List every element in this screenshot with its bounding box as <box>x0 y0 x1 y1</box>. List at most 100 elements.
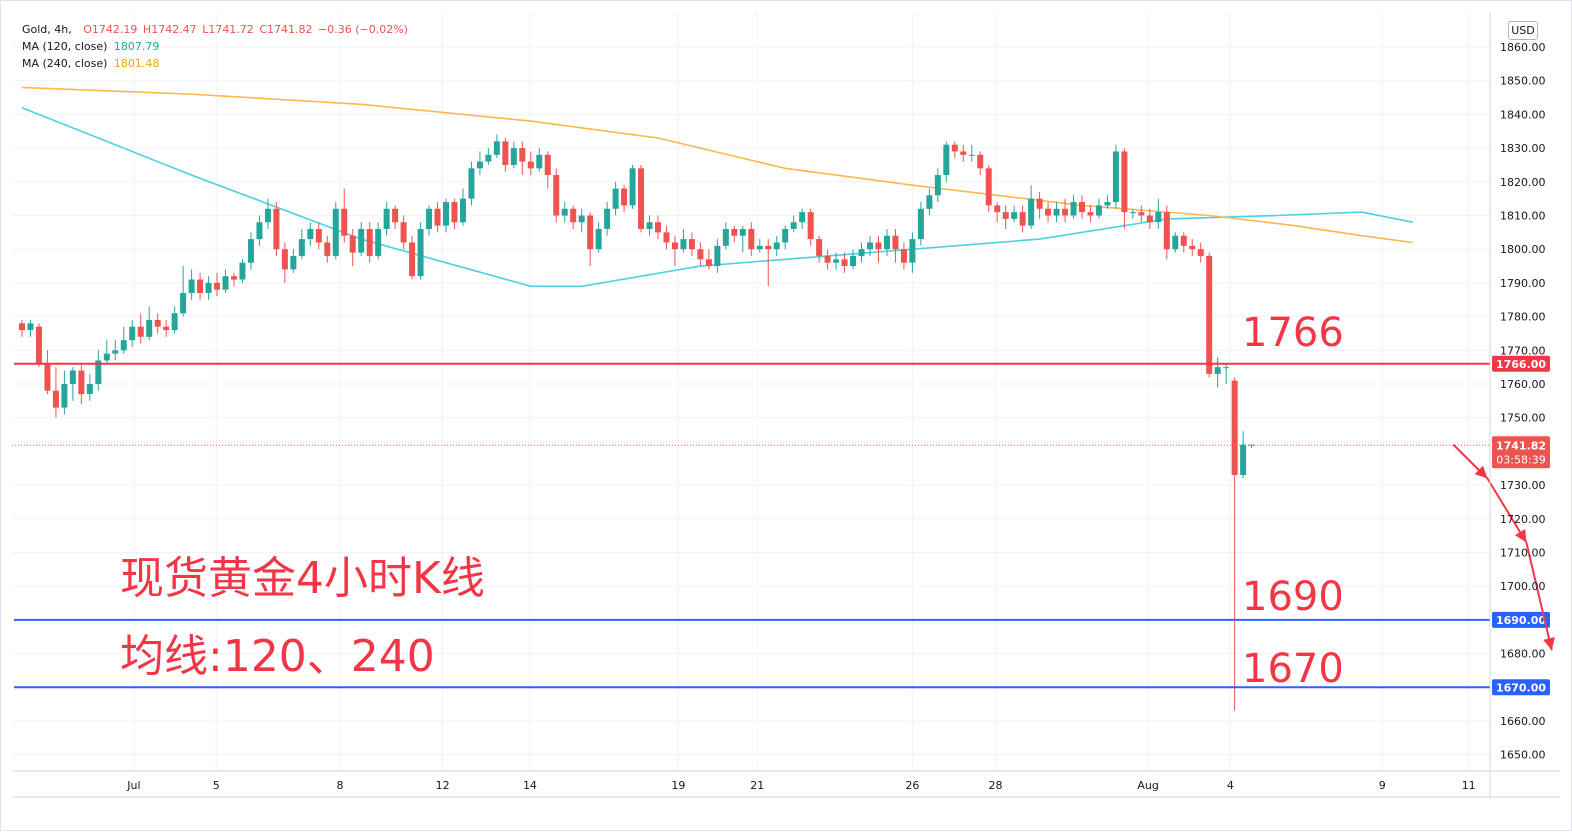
y-tick-label: 1650.00 <box>1500 749 1546 762</box>
candle <box>1146 208 1153 229</box>
candle-body <box>850 255 857 267</box>
candle <box>485 148 492 165</box>
candle-body <box>214 282 221 290</box>
candle <box>1045 202 1052 223</box>
candle <box>349 228 356 267</box>
annotation-level-1690: 1690 <box>1242 574 1344 620</box>
level-tag-text: 1670.00 <box>1496 681 1546 694</box>
candle <box>129 319 136 347</box>
annotation-level-1766: 1766 <box>1242 310 1344 356</box>
candle <box>578 208 585 233</box>
candle-body <box>129 326 136 341</box>
candle-body <box>35 326 42 364</box>
candle-body <box>61 384 68 408</box>
candle-body <box>44 363 51 391</box>
candle-body <box>409 242 416 277</box>
ma120-value: 1807.79 <box>113 40 160 53</box>
candle-body <box>307 228 314 240</box>
candle <box>1223 363 1230 384</box>
candle-body <box>909 239 916 263</box>
candle <box>332 202 339 260</box>
candle-body <box>688 239 695 250</box>
currency-button[interactable]: USD <box>1508 21 1538 40</box>
candle <box>78 363 85 405</box>
candle <box>35 323 42 368</box>
legend-ma120-row[interactable]: MA (120, close) 1807.79 <box>22 38 408 55</box>
candle-body <box>434 208 441 226</box>
y-tick-label: 1750.00 <box>1500 412 1546 425</box>
y-tick-label: 1820.00 <box>1500 176 1546 189</box>
y-tick-label: 1760.00 <box>1500 378 1546 391</box>
candle <box>926 188 933 216</box>
y-tick-label: 1770.00 <box>1500 344 1546 357</box>
annotation-level-1670: 1670 <box>1242 646 1344 692</box>
candle-body <box>86 384 93 395</box>
candle-body <box>1206 255 1213 374</box>
candle <box>476 151 483 176</box>
x-tick-label: 26 <box>905 779 919 792</box>
candle-body <box>120 340 127 351</box>
candle <box>977 151 984 176</box>
candle-body <box>671 242 678 250</box>
candle <box>222 269 229 294</box>
candle-body <box>714 245 721 267</box>
candle-body <box>841 259 848 267</box>
x-tick-label: 11 <box>1462 779 1476 792</box>
candle <box>1231 377 1238 711</box>
candle-body <box>1002 212 1009 219</box>
candle <box>994 202 1001 223</box>
candle-body <box>315 228 322 243</box>
candle-body <box>968 154 975 156</box>
candle <box>86 373 93 401</box>
candle <box>180 266 187 317</box>
candle <box>510 141 517 169</box>
change-value: −0.36 (−0.02%) <box>317 23 408 36</box>
candle <box>739 225 746 253</box>
candle <box>790 215 797 233</box>
candle <box>553 168 560 223</box>
candle <box>95 350 102 391</box>
candle <box>833 252 840 270</box>
symbol-label: Gold, 4h, <box>22 23 72 36</box>
candle <box>807 208 814 246</box>
candle-body <box>756 245 763 250</box>
price-tag-value: 1741.82 <box>1496 439 1546 452</box>
y-tick-label: 1830.00 <box>1500 142 1546 155</box>
candle <box>366 222 373 263</box>
candle-body <box>137 326 144 337</box>
candle <box>44 350 51 395</box>
candle-body <box>578 215 585 223</box>
candle-body <box>103 353 110 361</box>
candle-body <box>807 212 814 240</box>
candle-body <box>561 208 568 216</box>
candle-body <box>782 228 789 243</box>
candle-body <box>867 242 873 250</box>
candle <box>103 340 110 364</box>
candle-body <box>900 249 907 263</box>
candle-body <box>281 249 288 270</box>
candle <box>307 222 314 246</box>
candle <box>400 215 407 250</box>
candle-body <box>883 235 890 250</box>
candle <box>1121 148 1128 229</box>
candle <box>1112 144 1119 209</box>
candle <box>239 259 246 283</box>
x-tick-label: 19 <box>671 779 685 792</box>
candle-body <box>459 198 466 223</box>
candle <box>443 198 449 233</box>
x-tick-label: 21 <box>750 779 764 792</box>
legend-ma240-row[interactable]: MA (240, close) 1801.48 <box>22 55 408 72</box>
y-tick-label: 1840.00 <box>1500 108 1546 121</box>
candle <box>705 249 712 270</box>
x-tick-label: 9 <box>1379 779 1386 792</box>
candle-body <box>1240 444 1247 475</box>
level-tag-text: 1690.00 <box>1496 614 1546 627</box>
ma120-label: MA (120, close) <box>22 40 108 53</box>
candle-body <box>1079 202 1085 213</box>
candle-body <box>400 222 407 243</box>
candle <box>1189 239 1196 256</box>
annotation-subtitle: 均线:120、240 <box>120 631 435 682</box>
